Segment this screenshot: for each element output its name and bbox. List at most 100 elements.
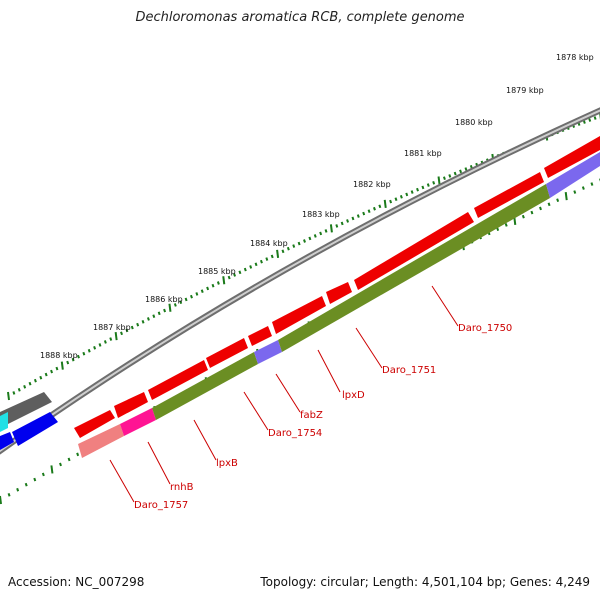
scale-label: 1885 kbp (198, 267, 236, 276)
scale-tick (324, 229, 328, 233)
scale-tick (329, 224, 333, 233)
scale-label: 1882 kbp (353, 180, 391, 189)
scale-tick (389, 199, 393, 204)
feature-track (78, 152, 600, 458)
scale-tick (59, 462, 62, 467)
scale-tick (146, 317, 150, 321)
scale-tick (319, 231, 323, 236)
gene-callouts (109, 285, 459, 503)
scale-tick (33, 378, 37, 383)
scale-tick (33, 477, 37, 482)
segment-purple (254, 340, 282, 364)
gene-label: Daro_1750 (458, 323, 512, 334)
segment-magenta (120, 408, 156, 436)
gene-arrow (354, 212, 474, 290)
scale-tick (437, 176, 441, 185)
scale-tick (216, 281, 220, 285)
scale-tick (539, 206, 542, 211)
scale-tick (453, 171, 457, 176)
gene-arrow (272, 296, 326, 334)
scale-tick (190, 294, 193, 299)
scale-tick (195, 292, 199, 296)
scale-tick (222, 276, 226, 285)
scale-tick (28, 381, 32, 386)
scale-tick (103, 340, 107, 344)
segment-green (152, 352, 258, 420)
scale-tick (16, 487, 20, 492)
scale-tick (281, 249, 285, 254)
gene-arrow (474, 172, 544, 218)
gene-label: Daro_1751 (382, 365, 436, 376)
scale-tick (243, 267, 247, 272)
segment-pink (78, 424, 124, 458)
gene-label: lpxB (216, 458, 238, 469)
scale-tick (356, 214, 360, 218)
scale-tick (292, 244, 296, 248)
gene-label: Daro_1754 (268, 428, 322, 439)
segment-purple (546, 152, 600, 198)
scale-tick (24, 482, 28, 487)
gene-label: rnhB (170, 482, 194, 493)
scale-tick (233, 273, 236, 277)
scale-tick (335, 224, 339, 228)
callout-line (431, 285, 459, 327)
scale-tick (270, 254, 274, 259)
scale-label: 1884 kbp (250, 239, 288, 248)
scale-tick (426, 183, 430, 187)
scale-tick (367, 209, 371, 213)
callout-line (109, 459, 135, 503)
scale-label: 1881 kbp (404, 149, 442, 158)
scale-tick (564, 192, 568, 201)
scale-tick (588, 118, 592, 122)
scale-tick (87, 348, 91, 353)
genome-backbone-highlight (0, 109, 600, 453)
scale-tick (55, 366, 59, 371)
scale-tick (313, 234, 317, 238)
scale-tick (346, 219, 350, 223)
scale-label: 1883 kbp (302, 210, 340, 219)
gene-grey-left (0, 392, 52, 424)
map-title: Dechloromonas aromatica RCB, complete ge… (135, 10, 465, 25)
scale-tick (459, 169, 463, 174)
scale-tick (12, 391, 16, 395)
scale-tick (297, 241, 301, 246)
scale-label: 1886 kbp (145, 295, 183, 304)
scale-tick (249, 265, 253, 269)
scale-tick (416, 187, 419, 192)
segment-green (278, 184, 550, 352)
scale-tick (179, 300, 183, 304)
callout-line (193, 419, 217, 461)
scale-tick (340, 221, 344, 226)
genome-backbone (0, 107, 600, 455)
callout-line (275, 373, 301, 413)
gene-labels: Daro_1750 Daro_1751 lpxD fabZ Daro_1754 lpxB r… (134, 323, 512, 511)
gene-blue-left-2 (0, 432, 14, 450)
scale-tick (66, 360, 70, 365)
scale-tick (286, 246, 290, 251)
callout-line (355, 327, 383, 369)
scale-tick (448, 174, 452, 178)
scale-tick (168, 303, 172, 312)
scale-tick (590, 182, 594, 186)
scale-tick (50, 369, 54, 374)
scale-tick (109, 337, 113, 341)
gene-label: Daro_1757 (134, 500, 188, 511)
scale-tick (120, 331, 123, 336)
gene-cyan-left (0, 412, 8, 432)
accession-text: Accession: NC_007298 (8, 575, 145, 589)
callout-line (317, 349, 341, 393)
scale-tick (17, 388, 21, 392)
scale-tick (573, 190, 577, 194)
scale-tick (60, 361, 64, 370)
scale-tick (254, 262, 258, 267)
gene-arrow (206, 338, 248, 368)
scale-tick (421, 185, 425, 190)
scale-tick (593, 116, 597, 120)
scale-tick (373, 206, 376, 211)
gene-arrow (148, 360, 208, 400)
scale-tick (521, 214, 525, 219)
forward-genes (74, 136, 600, 438)
callout-line (147, 441, 171, 485)
gene-arrow (248, 326, 272, 346)
